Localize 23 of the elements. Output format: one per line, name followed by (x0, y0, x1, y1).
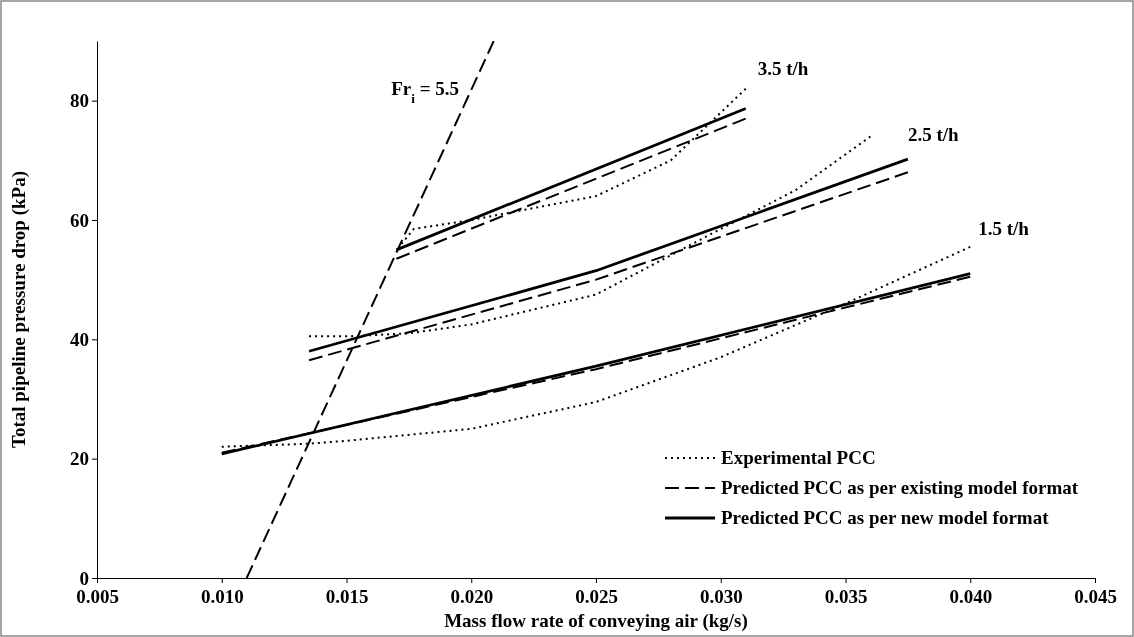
y-tick-label: 80 (70, 90, 89, 112)
x-tick-label: 0.030 (699, 586, 743, 608)
x-tick-label: 0.045 (1074, 586, 1117, 608)
y-tick-label: 20 (70, 448, 89, 470)
y-tick-label: 40 (70, 328, 89, 350)
annotation: Fr$_{i}$ = 5.5 (391, 77, 459, 106)
x-tick-label: 0.015 (325, 586, 369, 608)
x-tick-label: 0.010 (200, 586, 244, 608)
x-tick-label: 0.040 (949, 586, 993, 608)
x-tick-label: 0.020 (450, 586, 494, 608)
x-axis-title: Mass flow rate of conveying air (kg/s) (444, 610, 748, 632)
y-axis-title: Total pipeline pressure drop (kPa) (8, 171, 30, 448)
x-tick-label: 0.005 (76, 586, 119, 608)
annotation: 3.5 t/h (757, 57, 809, 79)
annotation: 1.5 t/h (978, 217, 1030, 239)
x-tick-label: 0.035 (824, 586, 868, 608)
legend-label: Predicted PCC as per existing model format (721, 477, 1079, 498)
x-tick-label: 0.025 (575, 586, 618, 608)
y-tick-label: 0 (79, 567, 89, 589)
annotation: 2.5 t/h (907, 124, 959, 146)
legend-label: Predicted PCC as per new model format (721, 507, 1050, 528)
legend-label: Experimental PCC (721, 447, 876, 468)
y-tick-label: 60 (70, 209, 89, 231)
